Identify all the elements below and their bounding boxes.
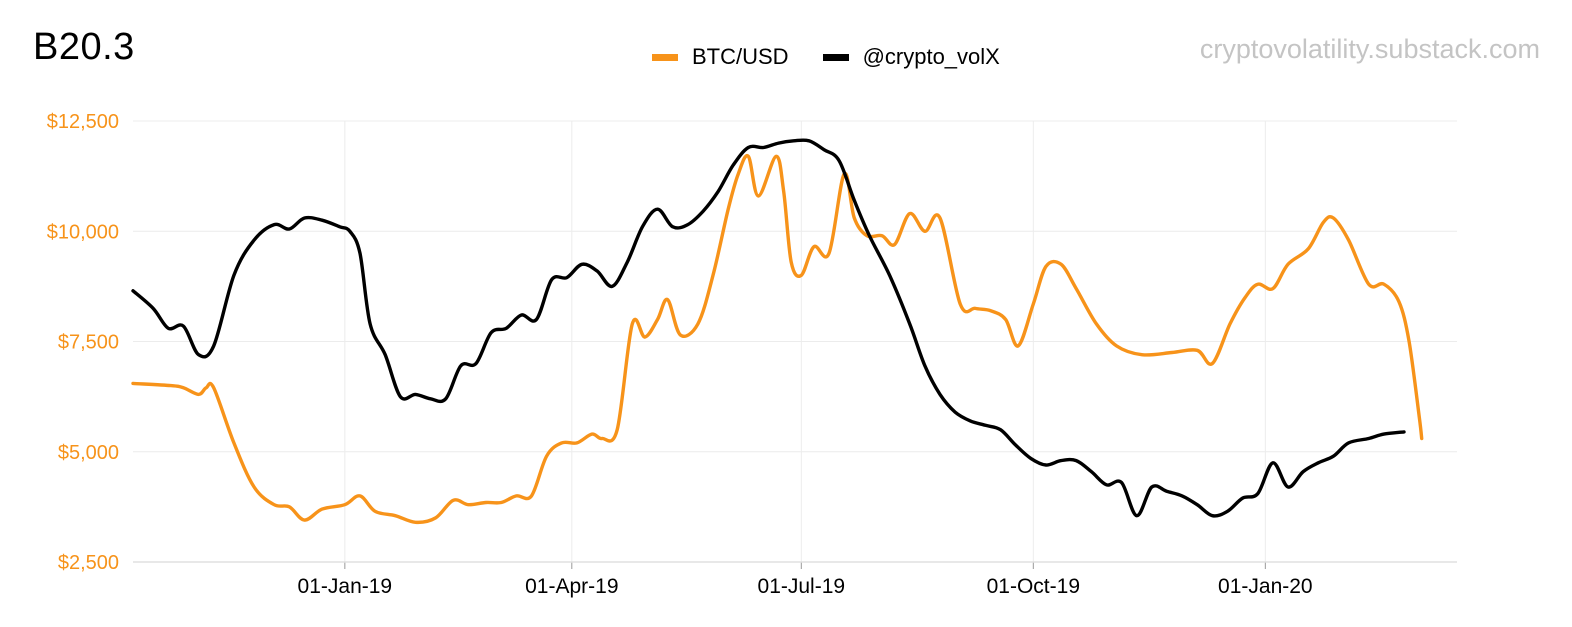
crypto-volx-line [131, 138, 1406, 518]
legend-swatch-volx [822, 53, 849, 61]
source-watermark: cryptovolatility.substack.com [1199, 34, 1540, 64]
legend-item-btc: BTC/USD [652, 44, 789, 70]
legend-label-btc: BTC/USD [692, 44, 789, 69]
y-tick-label: $10,000 [47, 221, 119, 243]
x-tick-label: 01-Oct-19 [987, 575, 1080, 598]
btc-usd-line [131, 153, 1424, 525]
x-tick-label: 01-Apr-19 [525, 575, 618, 598]
legend-item-volx: @crypto_volX [822, 44, 1000, 70]
legend-label-volx: @crypto_volX [862, 44, 1000, 69]
y-tick-label: $2,500 [58, 552, 119, 574]
y-tick-label: $12,500 [47, 111, 119, 133]
x-tick-label: 01-Jan-20 [1218, 575, 1313, 598]
y-tick-label: $5,000 [58, 442, 119, 464]
chart-legend: BTC/USD @crypto_volX [652, 44, 1034, 70]
chart-title: B20.3 [33, 26, 135, 68]
x-tick-label: 01-Jan-19 [298, 575, 393, 598]
legend-swatch-btc [652, 53, 678, 61]
x-tick-label: 01-Jul-19 [758, 575, 846, 598]
y-tick-label: $7,500 [58, 332, 119, 354]
